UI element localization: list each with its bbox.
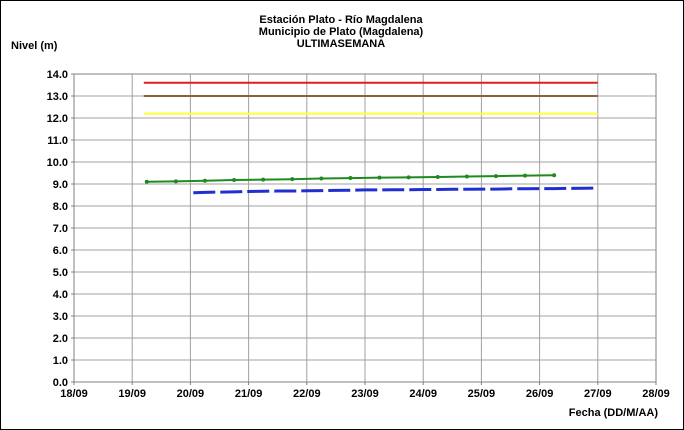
y-tick-label: 9.0 xyxy=(53,179,68,191)
series-point xyxy=(406,175,411,180)
series-point xyxy=(232,178,237,183)
chart-title-line-1: Estación Plato - Río Magdalena xyxy=(259,14,423,26)
series-point xyxy=(144,179,149,184)
series-point xyxy=(464,174,469,179)
x-tick-label: 23/09 xyxy=(351,388,379,400)
grid xyxy=(73,73,657,383)
series-point xyxy=(290,177,295,182)
y-tick-label: 5.0 xyxy=(53,267,68,279)
series-line-4 xyxy=(193,186,598,195)
chart-title-line-2: Municipio de Plato (Magdalena) xyxy=(259,26,424,38)
series-point xyxy=(319,176,324,181)
series-point xyxy=(435,174,440,179)
chart-titles: Estación Plato - Río Magdalena Municipio… xyxy=(259,14,424,50)
x-tick-label: 27/09 xyxy=(584,388,612,400)
y-tick-label: 14.0 xyxy=(47,69,68,81)
x-tick-label: 18/09 xyxy=(60,388,88,400)
y-tick-label: 7.0 xyxy=(53,223,68,235)
y-tick-label: 11.0 xyxy=(47,135,68,147)
x-tick-label: 20/09 xyxy=(177,388,205,400)
series-point xyxy=(261,177,266,182)
series-point xyxy=(523,173,528,178)
y-tick-label: 12.0 xyxy=(47,113,68,125)
x-tick-label: 19/09 xyxy=(118,388,146,400)
y-tick-label: 2.0 xyxy=(53,333,68,345)
series-point xyxy=(348,176,353,181)
x-tick-label: 22/09 xyxy=(293,388,321,400)
x-tick-label: 28/09 xyxy=(642,388,670,400)
y-tick-label: 6.0 xyxy=(53,245,68,257)
x-tick-labels: 18/09 19/09 20/09 21/09 22/09 23/09 24/09 25/09… xyxy=(60,382,670,400)
series-group xyxy=(143,81,598,195)
chart-title-line-3: ULTIMASEMANA xyxy=(297,38,385,50)
y-tick-label: 3.0 xyxy=(53,311,68,323)
x-tick-label: 21/09 xyxy=(235,388,263,400)
y-tick-label: 0.0 xyxy=(53,377,68,389)
series-point xyxy=(377,175,382,180)
y-tick-label: 8.0 xyxy=(53,201,68,213)
series-point xyxy=(202,178,207,183)
x-axis-label: Fecha (DD/M/AA) xyxy=(569,407,659,419)
x-tick-label: 24/09 xyxy=(409,388,437,400)
y-tick-label: 1.0 xyxy=(53,355,68,367)
y-tick-label: 4.0 xyxy=(53,289,68,301)
series-point xyxy=(552,173,557,178)
series-point xyxy=(173,179,178,184)
y-tick-label: 10.0 xyxy=(47,157,68,169)
y-tick-label: 13.0 xyxy=(47,91,68,103)
x-tick-label: 25/09 xyxy=(468,388,496,400)
y-tick-labels: 0.0 1.0 2.0 3.0 4.0 5.0 6.0 7.0 8.0 9.0 10.0 11.0 12… xyxy=(47,69,74,389)
y-axis-label: Nivel (m) xyxy=(11,40,58,52)
series-point xyxy=(493,174,498,179)
x-tick-label: 26/09 xyxy=(526,388,554,400)
